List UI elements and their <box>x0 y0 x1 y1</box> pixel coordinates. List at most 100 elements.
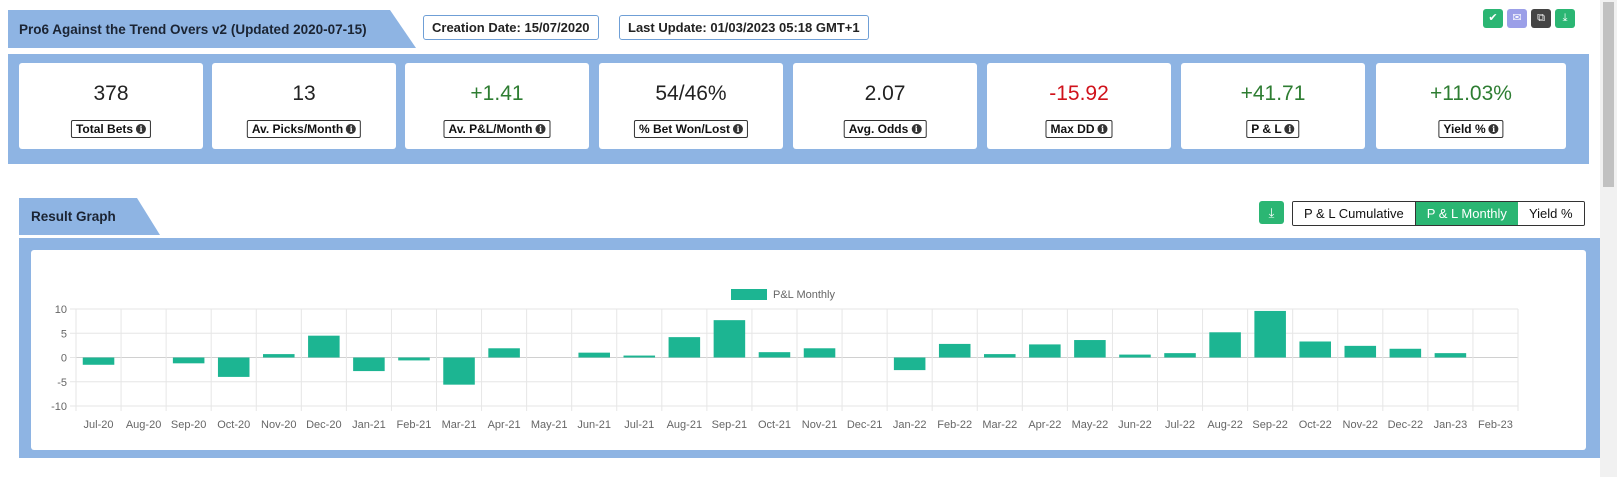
toggle-pl-monthly[interactable]: P & L Monthly <box>1414 202 1518 225</box>
x-tick-label: Feb-22 <box>937 419 972 431</box>
y-tick-label: 10 <box>55 304 67 316</box>
bar-Jul-22 <box>1164 353 1196 358</box>
chart-area: P&L Monthly 10 5 0 -5 -10 Jul-20 Aug-20 Sep-20 Oc… <box>31 250 1586 450</box>
x-tick-label: Dec-21 <box>847 419 882 431</box>
x-tick-label: Jan-21 <box>352 419 386 431</box>
x-tick-label: Sep-20 <box>171 419 206 431</box>
bar-Jan-21 <box>353 357 385 372</box>
stat-value: -15.92 <box>1049 82 1109 105</box>
x-tick-label: Jul-22 <box>1165 419 1195 431</box>
x-tick-label: Sep-22 <box>1252 419 1287 431</box>
bar-Jun-21 <box>578 352 610 358</box>
download-icon: ⤓ <box>1268 204 1275 220</box>
page-title: Pro6 Against the Trend Overs v2 (Updated… <box>8 10 416 48</box>
x-tick-label: May-21 <box>531 419 568 431</box>
chart-view-toggle: P & L Cumulative P & L Monthly Yield % <box>1292 201 1585 226</box>
x-tick-label: Jul-21 <box>624 419 654 431</box>
bar-Mar-22 <box>984 354 1016 358</box>
result-graph-title: Result Graph <box>19 198 160 235</box>
bar-Apr-22 <box>1029 344 1061 358</box>
x-tick-label: Apr-22 <box>1028 419 1061 431</box>
bar-Oct-21 <box>758 352 791 358</box>
stat-value: +1.41 <box>470 82 524 105</box>
toggle-pl-cumulative[interactable]: P & L Cumulative <box>1293 202 1415 225</box>
bar-Sep-20 <box>172 357 205 364</box>
x-tick-label: Nov-22 <box>1343 419 1378 431</box>
bar-Aug-21 <box>668 337 701 358</box>
info-icon[interactable]: i <box>733 124 744 134</box>
x-tick-label: May-22 <box>1072 419 1109 431</box>
bar-Nov-22 <box>1344 345 1377 358</box>
download-chart-button[interactable]: ⤓ <box>1259 201 1284 224</box>
bar-Nov-20 <box>263 354 295 358</box>
bar-Feb-22 <box>938 343 971 358</box>
x-tick-label: Oct-21 <box>758 419 791 431</box>
bar-Sep-21 <box>713 320 746 358</box>
stat-label[interactable]: Av. Picks/Month i <box>246 120 362 138</box>
last-update: Last Update: 01/03/2023 05:18 GMT+1 <box>619 15 869 40</box>
x-tick-label: Aug-21 <box>667 419 702 431</box>
x-tick-label: Aug-20 <box>126 419 161 431</box>
stat-label[interactable]: Total Bets i <box>70 120 152 138</box>
stat-value: +11.03% <box>1430 82 1512 105</box>
legend-label: P&L Monthly <box>773 289 835 301</box>
bar-Jul-21 <box>623 355 656 358</box>
stat-value: 54/46% <box>655 82 727 105</box>
x-tick-label: Feb-23 <box>1478 419 1513 431</box>
mail-icon[interactable]: ✉ <box>1507 9 1527 28</box>
info-icon[interactable]: i <box>136 124 147 134</box>
info-icon[interactable]: i <box>1097 124 1108 134</box>
scroll-thumb[interactable] <box>1603 2 1614 187</box>
bar-Oct-22 <box>1299 341 1331 358</box>
info-icon[interactable]: i <box>911 124 922 134</box>
x-tick-label: Dec-22 <box>1388 419 1423 431</box>
info-icon[interactable]: i <box>1488 124 1499 134</box>
toggle-yield[interactable]: Yield % <box>1517 202 1584 225</box>
x-tick-label: Dec-20 <box>306 419 341 431</box>
x-tick-label: Nov-20 <box>261 419 296 431</box>
bar-Apr-21 <box>488 348 520 358</box>
stat-value: +41.71 <box>1240 82 1306 105</box>
stat-card-total-bets: 378 Total Bets i <box>19 63 203 149</box>
y-tick-label: 5 <box>61 328 67 340</box>
x-tick-label: Aug-22 <box>1207 419 1242 431</box>
stat-card-picks-month: 13 Av. Picks/Month i <box>212 63 396 149</box>
bar-Jun-22 <box>1119 354 1151 358</box>
y-tick-label: -10 <box>51 401 67 413</box>
info-icon[interactable]: i <box>346 124 357 134</box>
x-tick-label: Oct-22 <box>1299 419 1332 431</box>
x-tick-label: Feb-21 <box>397 419 432 431</box>
stat-card-won-lost: 54/46% % Bet Won/Lost i <box>599 63 783 149</box>
stat-label[interactable]: Av. P&L/Month i <box>443 120 551 138</box>
stat-label[interactable]: Yield % i <box>1438 120 1504 138</box>
stat-card-yield: +11.03% Yield % i <box>1376 63 1566 149</box>
stat-label[interactable]: Avg. Odds i <box>843 120 927 138</box>
stat-label[interactable]: % Bet Won/Lost i <box>633 120 749 138</box>
x-tick-label: Sep-21 <box>712 419 747 431</box>
legend-swatch <box>731 289 767 300</box>
x-tick-label: Jan-23 <box>1434 419 1468 431</box>
bar-Sep-22 <box>1254 310 1286 358</box>
bar-Dec-22 <box>1389 348 1422 358</box>
stats-panel: 378 Total Bets i 13 Av. Picks/Month i +1.4… <box>8 54 1589 164</box>
vertical-scrollbar[interactable] <box>1600 0 1617 477</box>
info-icon[interactable]: i <box>1284 124 1295 134</box>
stat-card-max-dd: -15.92 Max DD i <box>987 63 1171 149</box>
copy-icon[interactable]: ⧉ <box>1531 9 1551 28</box>
bar-Dec-20 <box>308 335 340 358</box>
info-icon[interactable]: i <box>535 124 546 134</box>
check-icon[interactable]: ✔ <box>1483 9 1503 28</box>
stat-card-avg-odds: 2.07 Avg. Odds i <box>793 63 977 149</box>
download-icon[interactable]: ⤓ <box>1555 9 1575 28</box>
x-tick-label: Mar-22 <box>982 419 1017 431</box>
bar-Feb-21 <box>398 357 430 361</box>
graph-panel: P&L Monthly 10 5 0 -5 -10 Jul-20 Aug-20 Sep-20 Oc… <box>19 238 1600 458</box>
bar-Aug-22 <box>1209 332 1241 358</box>
x-tick-label: Mar-21 <box>442 419 477 431</box>
stat-label[interactable]: Max DD i <box>1045 120 1113 138</box>
bar-Jul-20 <box>82 357 115 365</box>
pl-monthly-chart: P&L Monthly 10 5 0 -5 -10 Jul-20 Aug-20 Sep-20 Oc… <box>51 289 1519 431</box>
stat-value: 378 <box>93 82 129 105</box>
